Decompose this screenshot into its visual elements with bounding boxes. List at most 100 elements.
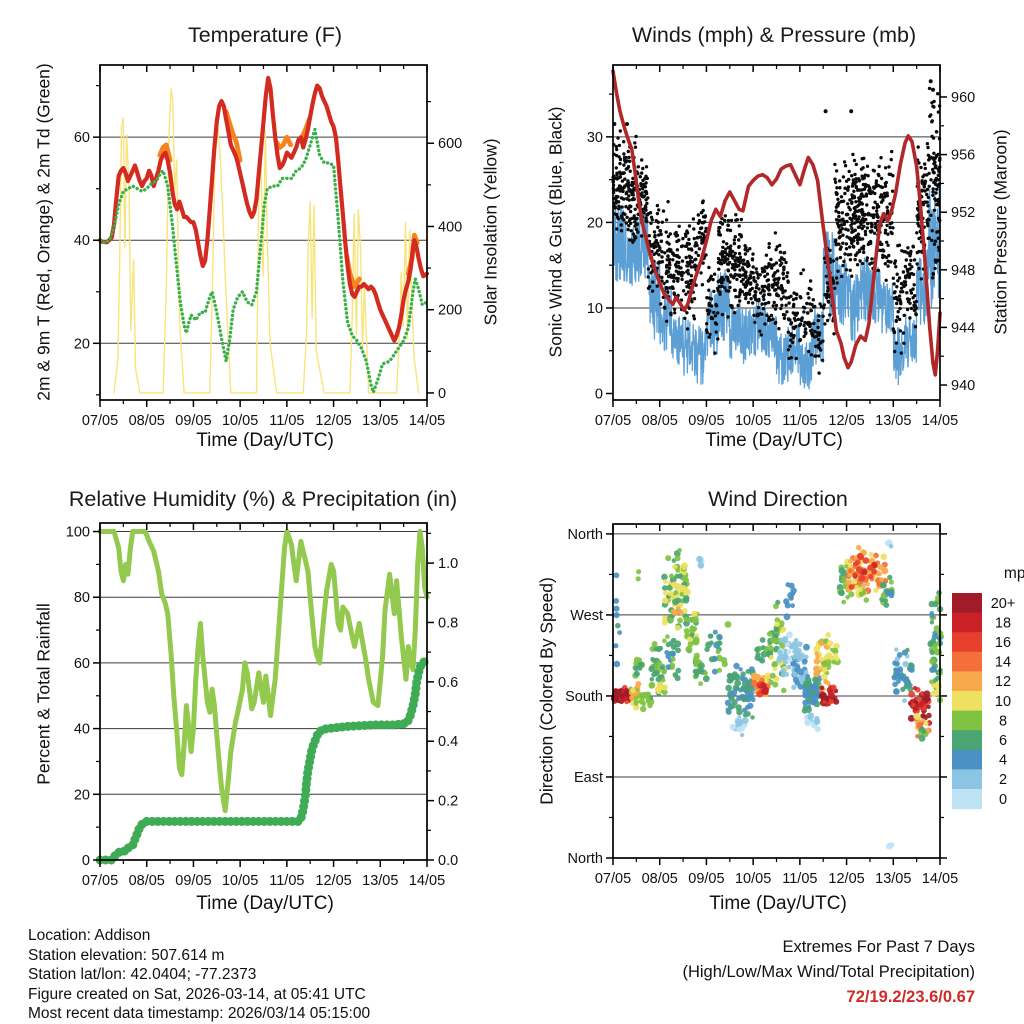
svg-text:10/05: 10/05 bbox=[222, 873, 258, 889]
svg-text:400: 400 bbox=[438, 219, 462, 235]
svg-text:948: 948 bbox=[951, 263, 975, 279]
svg-text:4: 4 bbox=[999, 753, 1007, 769]
svg-text:20: 20 bbox=[74, 336, 90, 352]
direction-xaxis-label: Time (Day/UTC) bbox=[709, 893, 847, 914]
svg-text:0.4: 0.4 bbox=[438, 734, 458, 750]
svg-text:07/05: 07/05 bbox=[82, 413, 118, 429]
svg-text:940: 940 bbox=[951, 378, 975, 394]
svg-text:14/05: 14/05 bbox=[922, 413, 958, 429]
station-latlon: Station lat/lon: 42.0404; -77.2373 bbox=[28, 966, 257, 984]
svg-text:10/05: 10/05 bbox=[735, 413, 771, 429]
svg-text:12/05: 12/05 bbox=[315, 873, 351, 889]
svg-text:6: 6 bbox=[999, 733, 1007, 749]
svg-text:11/05: 11/05 bbox=[269, 413, 304, 429]
svg-text:10: 10 bbox=[587, 301, 603, 317]
svg-text:West: West bbox=[570, 608, 603, 624]
temperature-xaxis-label: Time (Day/UTC) bbox=[196, 430, 334, 451]
svg-text:30: 30 bbox=[587, 130, 603, 146]
svg-text:12/05: 12/05 bbox=[828, 413, 864, 429]
svg-text:952: 952 bbox=[951, 205, 975, 221]
svg-text:956: 956 bbox=[951, 148, 975, 164]
station-location: Location: Addison bbox=[28, 927, 151, 944]
svg-text:09/05: 09/05 bbox=[175, 413, 211, 429]
svg-text:13/05: 13/05 bbox=[362, 413, 398, 429]
svg-text:11/05: 11/05 bbox=[782, 871, 817, 887]
svg-text:East: East bbox=[574, 770, 603, 786]
svg-text:600: 600 bbox=[438, 136, 462, 152]
svg-text:10: 10 bbox=[995, 694, 1011, 710]
svg-text:0: 0 bbox=[999, 792, 1007, 808]
winds-pressure-panel-title: Winds (mph) & Pressure (mb) bbox=[631, 23, 917, 47]
svg-text:08/05: 08/05 bbox=[642, 871, 678, 887]
svg-text:100: 100 bbox=[66, 525, 90, 541]
svg-text:09/05: 09/05 bbox=[688, 871, 724, 887]
svg-text:14/05: 14/05 bbox=[409, 873, 445, 889]
svg-text:0.2: 0.2 bbox=[438, 794, 458, 810]
svg-text:16: 16 bbox=[995, 635, 1011, 651]
svg-text:14: 14 bbox=[995, 655, 1011, 671]
svg-text:10/05: 10/05 bbox=[735, 871, 771, 887]
svg-text:0.8: 0.8 bbox=[438, 615, 458, 631]
svg-text:960: 960 bbox=[951, 90, 975, 106]
svg-text:09/05: 09/05 bbox=[688, 413, 724, 429]
extremes-values: 72/19.2/23.6/0.67 bbox=[846, 988, 975, 1006]
extremes-subtitle: (High/Low/Max Wind/Total Precipitation) bbox=[682, 963, 975, 981]
winds-xaxis-label: Time (Day/UTC) bbox=[705, 430, 843, 451]
svg-text:11/05: 11/05 bbox=[782, 413, 817, 429]
svg-text:2: 2 bbox=[999, 772, 1007, 788]
most-recent-data-timestamp: Most recent data timestamp: 2026/03/14 0… bbox=[28, 1005, 371, 1023]
direction-left-axis-label: Direction (Colored By Speed) bbox=[536, 577, 557, 805]
svg-text:11/05: 11/05 bbox=[269, 873, 304, 889]
svg-text:07/05: 07/05 bbox=[595, 871, 631, 887]
wind-direction-panel-title: Wind Direction bbox=[708, 487, 848, 511]
temperature-left-axis-label: 2m & 9m T (Red, Orange) & 2m Td (Green) bbox=[33, 63, 54, 401]
svg-text:North: North bbox=[568, 527, 603, 543]
figure-created-timestamp: Figure created on Sat, 2026-03-14, at 05… bbox=[28, 985, 366, 1003]
svg-text:20: 20 bbox=[74, 787, 90, 803]
svg-text:09/05: 09/05 bbox=[175, 873, 211, 889]
pressure-right-axis-label: Station Pressure (Maroon) bbox=[990, 129, 1011, 335]
svg-text:mph: mph bbox=[1004, 565, 1024, 582]
humidity-left-axis-label: Percent & Total Rainfall bbox=[33, 603, 54, 785]
svg-text:South: South bbox=[565, 689, 603, 705]
svg-text:40: 40 bbox=[74, 233, 90, 249]
temperature-panel-title: Temperature (F) bbox=[187, 23, 343, 47]
svg-text:18: 18 bbox=[995, 615, 1011, 631]
extremes-title: Extremes For Past 7 Days bbox=[782, 938, 975, 956]
svg-text:08/05: 08/05 bbox=[129, 873, 165, 889]
svg-text:13/05: 13/05 bbox=[875, 413, 911, 429]
svg-text:0.6: 0.6 bbox=[438, 675, 458, 691]
humidity-precip-panel-title: Relative Humidity (%) & Precipitation (i… bbox=[68, 487, 458, 511]
svg-text:12: 12 bbox=[995, 674, 1011, 690]
svg-text:14/05: 14/05 bbox=[922, 871, 958, 887]
svg-text:8: 8 bbox=[999, 713, 1007, 729]
svg-text:80: 80 bbox=[74, 590, 90, 606]
svg-text:20: 20 bbox=[587, 215, 603, 231]
svg-text:60: 60 bbox=[74, 656, 90, 672]
svg-text:0: 0 bbox=[595, 386, 603, 402]
svg-text:944: 944 bbox=[951, 320, 975, 336]
svg-text:13/05: 13/05 bbox=[362, 873, 398, 889]
svg-text:13/05: 13/05 bbox=[875, 871, 911, 887]
svg-text:08/05: 08/05 bbox=[642, 413, 678, 429]
station-elevation: Station elevation: 507.614 m bbox=[28, 946, 225, 964]
station-info-block: Location: Addison Station elevation: 507… bbox=[28, 926, 370, 1024]
svg-text:12/05: 12/05 bbox=[315, 413, 351, 429]
svg-text:0.0: 0.0 bbox=[438, 853, 458, 869]
svg-text:0: 0 bbox=[82, 853, 90, 869]
svg-text:20+: 20+ bbox=[991, 596, 1016, 612]
svg-text:12/05: 12/05 bbox=[828, 871, 864, 887]
svg-text:60: 60 bbox=[74, 130, 90, 146]
extremes-block: Extremes For Past 7 Days (High/Low/Max W… bbox=[682, 935, 975, 1010]
svg-text:200: 200 bbox=[438, 303, 462, 319]
svg-text:1.0: 1.0 bbox=[438, 556, 458, 572]
svg-text:07/05: 07/05 bbox=[595, 413, 631, 429]
svg-text:North: North bbox=[568, 851, 603, 867]
humidity-xaxis-label: Time (Day/UTC) bbox=[196, 893, 334, 914]
solar-right-axis-label: Solar Insolation (Yellow) bbox=[480, 138, 501, 326]
svg-text:40: 40 bbox=[74, 722, 90, 738]
svg-text:14/05: 14/05 bbox=[409, 413, 445, 429]
svg-text:0: 0 bbox=[438, 386, 446, 402]
